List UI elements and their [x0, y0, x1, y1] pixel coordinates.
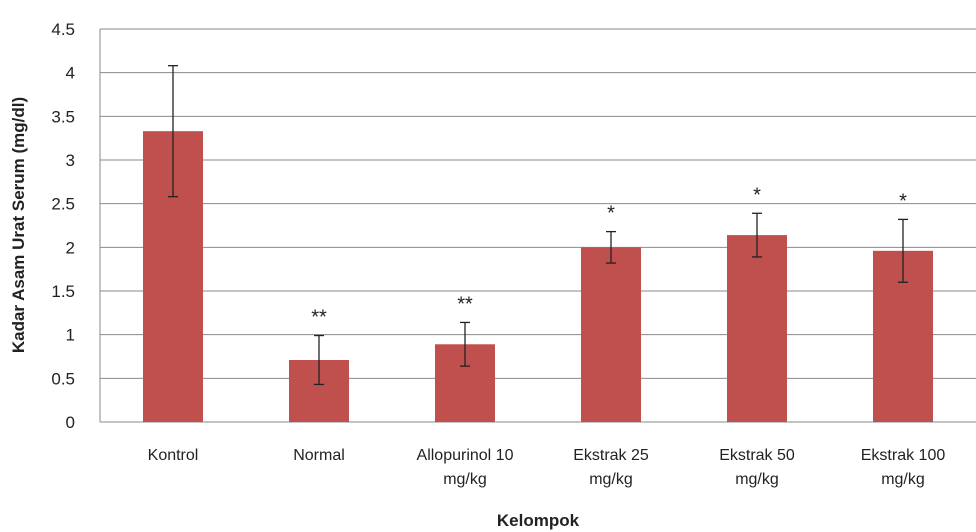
y-tick-label: 3 — [66, 151, 75, 170]
y-tick-label: 0.5 — [51, 369, 75, 388]
y-tick-label: 1 — [66, 326, 75, 345]
error-bar — [606, 230, 616, 264]
gridlines — [99, 28, 976, 423]
significance-marker: * — [899, 190, 907, 212]
significance-marker: ** — [311, 307, 327, 329]
y-tick-label: 2 — [66, 238, 75, 257]
significance-marker: * — [753, 184, 761, 206]
x-tick-label: Normal — [293, 447, 345, 464]
x-tick-label: Allopurinol 10 mg/kg — [417, 447, 514, 488]
y-tick-label: 2.5 — [51, 195, 75, 214]
significance-marker: * — [607, 203, 615, 225]
y-axis-title: Kadar Asam Urat Serum (mg/dl) — [9, 97, 28, 353]
significance-marker: ** — [457, 293, 473, 315]
y-tick-label: 1.5 — [51, 282, 75, 301]
bars — [143, 131, 933, 422]
y-tick-label: 4 — [66, 64, 75, 83]
y-tick-label: 3.5 — [51, 107, 75, 126]
significance-markers: ****** * — [311, 184, 907, 328]
x-tick-label: Kontrol — [148, 447, 199, 464]
error-bar — [168, 65, 178, 198]
y-axis-ticks: 0 0.5 1 1.5 2 2.5 3 3.5 4 4.5 — [51, 20, 75, 432]
error-bar — [460, 321, 470, 367]
x-axis-categories: Kontrol Normal Allopurinol 10 mg/kg Ekstrak … — [148, 447, 946, 488]
y-tick-label: 4.5 — [51, 20, 75, 39]
error-bar — [752, 212, 762, 258]
bar — [727, 235, 787, 422]
y-tick-label: 0 — [66, 413, 75, 432]
x-axis-title: Kelompok — [497, 511, 580, 530]
x-tick-label: Ekstrak 100 mg/kg — [861, 447, 946, 488]
x-tick-label: Ekstrak 50 mg/kg — [719, 447, 795, 488]
error-bar — [898, 218, 908, 283]
x-tick-label: Ekstrak 25 mg/kg — [573, 447, 649, 488]
bar — [581, 247, 641, 422]
error-bar — [314, 334, 324, 386]
error-bars — [168, 65, 908, 386]
